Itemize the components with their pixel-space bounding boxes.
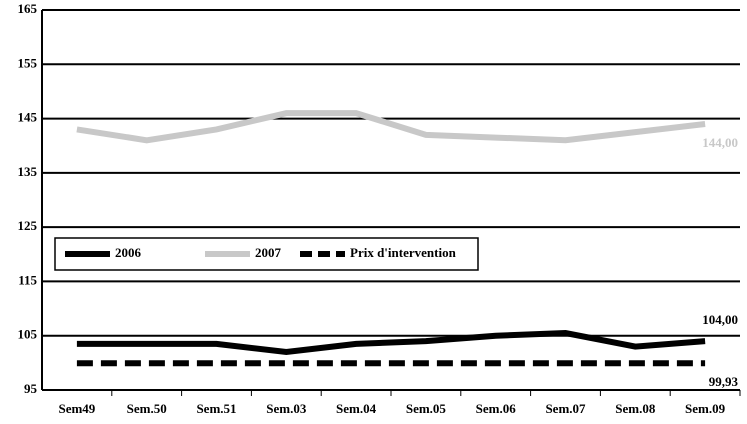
y-tick-label: 125 <box>18 218 38 233</box>
x-tick-label: Sem.05 <box>406 401 447 416</box>
y-tick-label: 115 <box>18 272 37 287</box>
y-tick-label: 155 <box>18 55 38 70</box>
legend-label: 2006 <box>115 245 142 260</box>
legend-label: 2007 <box>255 245 282 260</box>
data-label: 99,93 <box>709 374 739 389</box>
x-tick-label: Sem.09 <box>685 401 726 416</box>
x-tick-label: Sem.07 <box>545 401 586 416</box>
y-tick-label: 95 <box>24 381 38 396</box>
x-tick-label: Sem.03 <box>266 401 307 416</box>
data-label: 104,00 <box>702 312 738 327</box>
x-tick-label: Sem.08 <box>615 401 656 416</box>
x-tick-label: Sem.50 <box>127 401 167 416</box>
data-label: 144,00 <box>702 135 738 150</box>
x-tick-label: Sem.51 <box>196 401 236 416</box>
y-tick-label: 165 <box>18 1 38 16</box>
x-tick-label: Sem.06 <box>476 401 517 416</box>
y-tick-label: 135 <box>18 164 38 179</box>
series-line <box>76 329 706 356</box>
y-tick-label: 105 <box>18 327 38 342</box>
y-tick-label: 145 <box>18 110 38 125</box>
x-tick-label: Sem49 <box>58 401 95 416</box>
series-line <box>76 110 706 144</box>
x-tick-label: Sem.04 <box>336 401 377 416</box>
legend-label: Prix d'intervention <box>350 245 457 260</box>
legend-box <box>54 237 479 271</box>
